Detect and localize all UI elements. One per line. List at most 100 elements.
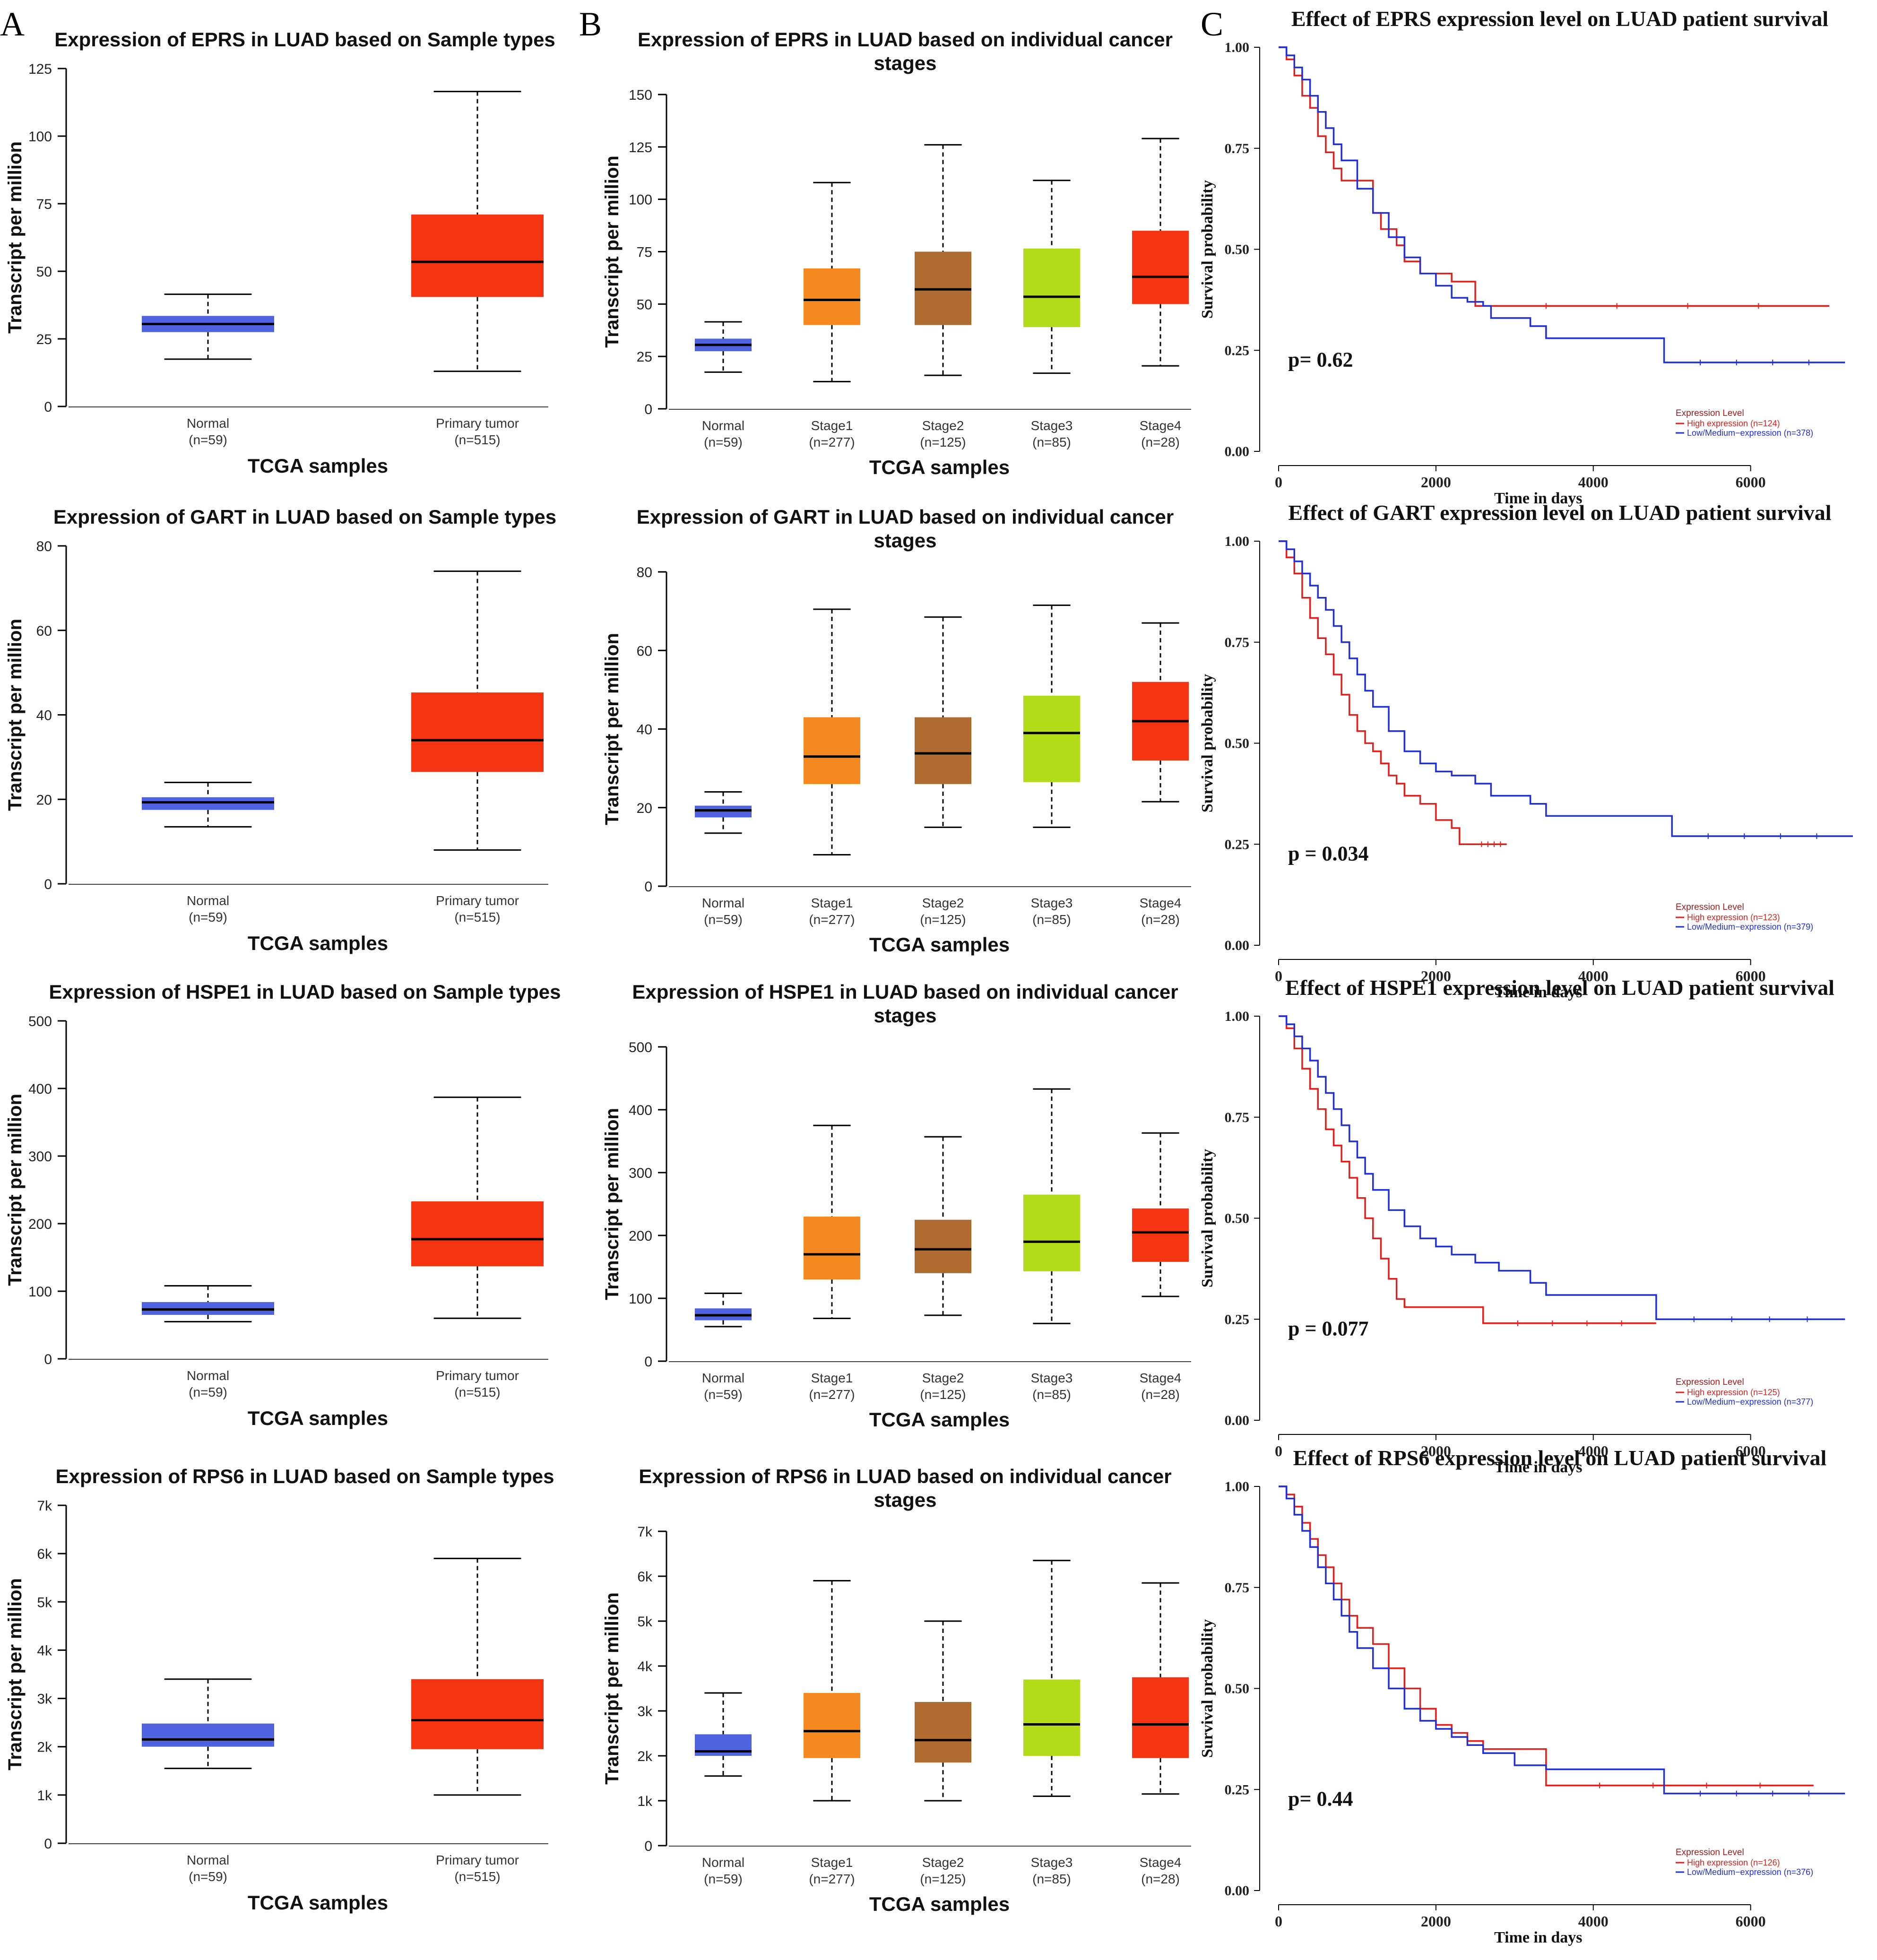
y-tick-label: 40	[36, 708, 52, 724]
x-tick-count: (n=125)	[920, 912, 966, 927]
x-tick-count: (n=59)	[704, 1387, 743, 1402]
y-tick-label: 125	[28, 61, 52, 77]
x-tick-label: Stage3	[1031, 418, 1073, 433]
y-tick-label: 0	[44, 1836, 52, 1852]
y-axis-label: Transcript per million	[5, 1578, 26, 1770]
x-tick-count: (n=28)	[1141, 435, 1180, 449]
x-tick-count: (n=125)	[920, 435, 966, 449]
x-tick-count: (n=59)	[189, 910, 227, 924]
x-tick-label: Stage1	[811, 418, 853, 433]
chart-title: stages	[874, 1004, 936, 1027]
x-tick-label: 2000	[1421, 1442, 1451, 1459]
y-axis-label: Transcript per million	[602, 155, 623, 348]
km-chart-C1: Effect of EPRS expression level on LUAD …	[1199, 7, 1845, 507]
legend-title: Expression Level	[1676, 902, 1744, 912]
x-tick-label: Normal	[702, 896, 744, 910]
y-tick-label: 80	[637, 565, 652, 580]
chart-title: Expression of GART in LUAD based on Samp…	[53, 506, 556, 528]
y-tick-label: 1.00	[1225, 1479, 1250, 1494]
x-tick-label: Stage4	[1140, 418, 1182, 433]
y-tick-label: 2k	[37, 1740, 52, 1755]
panel-label-a: A	[0, 5, 25, 43]
y-axis-label: Transcript per million	[5, 1094, 26, 1286]
box-chart-A1: Expression of EPRS in LUAD based on Samp…	[5, 28, 555, 477]
x-axis-label: TCGA samples	[248, 1891, 388, 1914]
y-tick-label: 6k	[37, 1546, 52, 1562]
y-tick-label: 50	[36, 264, 52, 280]
km-curve-high	[1279, 46, 1830, 307]
chart-title: Effect of RPS6 expression level on LUAD …	[1293, 1446, 1827, 1470]
y-tick-label: 1.00	[1225, 1009, 1250, 1024]
chart-title: Expression of GART in LUAD based on indi…	[637, 506, 1174, 528]
y-tick-label: 0.00	[1225, 1413, 1250, 1428]
box-chart-A3: Expression of HSPE1 in LUAD based on Sam…	[5, 981, 561, 1429]
km-curve-high	[1279, 1015, 1656, 1324]
x-tick-label: Stage2	[922, 896, 964, 910]
box-chart-B1: Expression of EPRS in LUAD based on indi…	[602, 28, 1191, 478]
legend-item: Low/Medium−expression (n=377)	[1687, 1397, 1813, 1407]
x-tick-label: 0	[1275, 474, 1282, 491]
x-tick-count: (n=59)	[189, 1385, 227, 1399]
x-tick-label: Primary tumor	[436, 893, 519, 908]
box-chart-A2: Expression of GART in LUAD based on Samp…	[5, 506, 556, 954]
box-iqr	[1023, 695, 1080, 782]
x-tick-label: 4000	[1578, 474, 1609, 491]
x-tick-count: (n=28)	[1141, 1387, 1180, 1402]
x-tick-label: 4000	[1578, 1913, 1609, 1930]
legend-item: Low/Medium−expression (n=378)	[1687, 428, 1813, 438]
x-tick-label: Primary tumor	[436, 416, 519, 431]
x-tick-label: Normal	[187, 1368, 229, 1383]
x-tick-label: 0	[1275, 967, 1282, 984]
legend-item: High expression (n=123)	[1687, 913, 1780, 922]
box-iqr	[1132, 1208, 1189, 1262]
x-tick-count: (n=515)	[454, 1869, 500, 1884]
y-tick-label: 1k	[37, 1788, 52, 1804]
panel-label-b: B	[579, 5, 602, 43]
y-tick-label: 200	[28, 1217, 52, 1232]
y-tick-label: 20	[637, 801, 652, 816]
x-tick-label: 6000	[1736, 474, 1766, 491]
x-tick-count: (n=85)	[1032, 1872, 1071, 1886]
box-iqr	[1023, 1194, 1080, 1271]
x-tick-count: (n=85)	[1032, 912, 1071, 927]
x-tick-label: 4000	[1578, 1442, 1609, 1459]
y-tick-label: 0.75	[1225, 1580, 1250, 1596]
y-tick-label: 7k	[637, 1524, 653, 1540]
chart-title: Expression of EPRS in LUAD based on indi…	[638, 28, 1173, 51]
y-tick-label: 6k	[637, 1569, 653, 1585]
box-iqr	[804, 1217, 860, 1280]
y-tick-label: 100	[629, 1291, 652, 1307]
x-axis-label: TCGA samples	[248, 1407, 388, 1429]
km-chart-C2: Effect of GART expression level on LUAD …	[1199, 501, 1853, 1001]
y-tick-label: 4k	[37, 1643, 52, 1658]
chart-title: Effect of HSPE1 expression level on LUAD…	[1285, 976, 1834, 1000]
x-axis-label: Time in days	[1494, 1459, 1582, 1476]
box-iqr	[1023, 248, 1080, 328]
y-tick-label: 400	[629, 1103, 652, 1118]
p-value: p= 0.44	[1288, 1787, 1353, 1810]
y-axis-label: Transcript per million	[602, 633, 623, 825]
x-tick-label: Normal	[187, 1853, 229, 1867]
y-tick-label: 0.00	[1225, 1883, 1250, 1899]
x-tick-label: Normal	[187, 893, 229, 908]
y-tick-label: 100	[28, 1284, 52, 1300]
box-iqr	[804, 1693, 860, 1758]
y-tick-label: 80	[36, 539, 52, 554]
y-tick-label: 0.25	[1225, 1312, 1250, 1327]
y-tick-label: 7k	[37, 1498, 52, 1514]
x-tick-count: (n=85)	[1032, 1387, 1071, 1402]
y-tick-label: 75	[36, 197, 52, 212]
x-tick-label: 6000	[1736, 1442, 1766, 1459]
y-tick-label: 1.00	[1225, 534, 1250, 549]
x-tick-count: (n=515)	[454, 910, 500, 924]
y-tick-label: 1k	[637, 1794, 653, 1809]
y-tick-label: 150	[629, 87, 652, 103]
y-tick-label: 2k	[637, 1749, 653, 1764]
x-axis-label: TCGA samples	[869, 933, 1010, 956]
x-tick-label: 2000	[1421, 474, 1451, 491]
y-tick-label: 0	[644, 402, 652, 417]
box-iqr	[695, 1734, 752, 1756]
y-tick-label: 60	[36, 623, 52, 639]
x-tick-count: (n=28)	[1141, 912, 1180, 927]
